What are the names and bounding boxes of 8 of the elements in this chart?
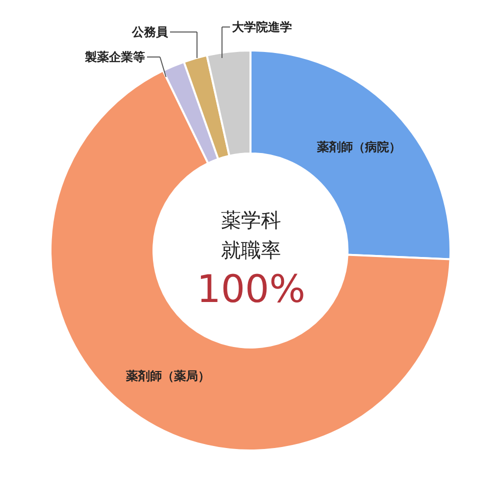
slice-label: 大学院進学	[232, 20, 292, 34]
text: 就職率	[221, 238, 281, 262]
slice-label: 薬剤師（薬局）	[125, 368, 210, 383]
slice-label: 公務員	[131, 25, 169, 39]
slice-label: 薬剤師（病院）	[316, 140, 401, 154]
slice-label: 製薬企業等	[84, 50, 145, 64]
text: 薬学科	[221, 208, 281, 232]
text: 100%	[196, 267, 306, 311]
